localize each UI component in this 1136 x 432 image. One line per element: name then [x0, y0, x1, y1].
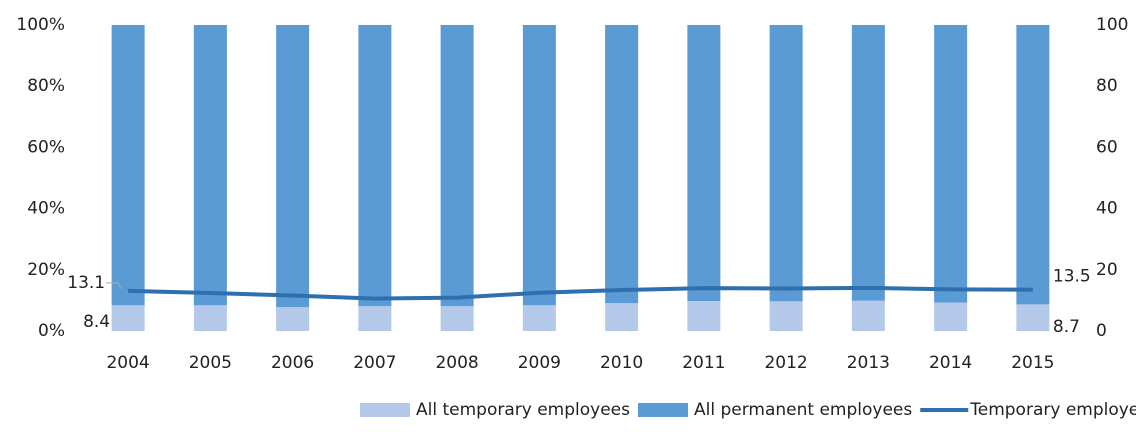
y2-tick-label: 80: [1096, 76, 1118, 96]
bar: [934, 25, 968, 303]
data-label: 8.7: [1053, 317, 1080, 337]
bar: [193, 25, 227, 306]
bar: [769, 301, 803, 331]
bar: [111, 305, 145, 331]
bar: [193, 305, 227, 331]
legend-swatch: [360, 403, 410, 417]
x-tick-label: 2014: [929, 353, 972, 373]
bar: [358, 25, 392, 307]
x-tick-label: 2013: [847, 353, 890, 373]
bar: [1016, 304, 1050, 331]
bar: [687, 301, 721, 331]
data-label: 8.4: [83, 312, 110, 332]
x-tick-label: 2012: [764, 353, 807, 373]
x-tick-label: 2007: [353, 353, 396, 373]
y-tick-label: 40%: [27, 199, 65, 219]
x-tick-label: 2010: [600, 353, 643, 373]
bar: [934, 302, 968, 331]
y2-tick-label: 40: [1096, 199, 1118, 219]
bar: [522, 25, 556, 306]
y-tick-label: 80%: [27, 76, 65, 96]
y2-tick-label: 60: [1096, 137, 1118, 157]
data-label: 13.5: [1053, 267, 1091, 287]
bar: [522, 305, 556, 331]
bar: [358, 306, 392, 331]
line: [128, 285, 1033, 301]
x-tick-label: 2004: [106, 353, 149, 373]
bar: [687, 25, 721, 302]
x-tick-label: 2011: [682, 353, 725, 373]
y2-tick-label: 20: [1096, 260, 1118, 280]
legend-swatch: [638, 403, 688, 417]
y-tick-label: 60%: [27, 137, 65, 157]
data-label: 13.1: [67, 273, 105, 293]
bar: [769, 25, 803, 302]
legend-label: All temporary employees: [416, 400, 630, 420]
bar: [276, 25, 310, 308]
bar: [440, 25, 474, 307]
bar: [111, 25, 145, 306]
x-tick-label: 2006: [271, 353, 314, 373]
y2-tick-label: 0: [1096, 321, 1107, 341]
y-tick-label: 0%: [38, 321, 65, 341]
legend-label: Temporary employees (Elementary): [969, 400, 1136, 420]
x-tick-label: 2009: [518, 353, 561, 373]
leader-line: [106, 282, 122, 290]
bar: [851, 300, 885, 331]
legend-label: All permanent employees: [694, 400, 912, 420]
x-tick-label: 2005: [189, 353, 232, 373]
bar: [1016, 25, 1050, 305]
y-tick-label: 20%: [27, 260, 65, 280]
x-tick-label: 2008: [435, 353, 478, 373]
y-tick-label: 100%: [16, 15, 65, 35]
bar: [605, 25, 639, 304]
bar: [605, 303, 639, 331]
y2-tick-label: 100: [1096, 15, 1128, 35]
bar: [440, 306, 474, 331]
x-tick-label: 2015: [1011, 353, 1054, 373]
bar: [851, 25, 885, 301]
bar: [276, 307, 310, 331]
